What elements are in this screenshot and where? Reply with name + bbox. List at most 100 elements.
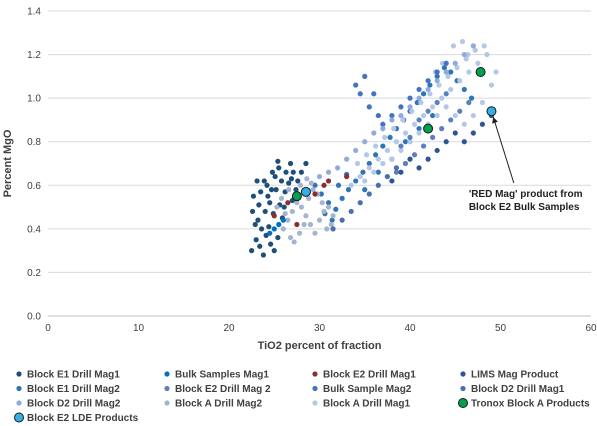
data-point	[303, 213, 309, 219]
legend-label: Block A Drill Mag2	[175, 399, 262, 410]
data-point	[461, 121, 467, 127]
data-point	[303, 160, 309, 167]
data-point	[360, 169, 366, 175]
data-point	[316, 217, 323, 223]
data-point	[260, 252, 266, 258]
x-axis-title: TiO2 percent of fraction	[258, 340, 382, 352]
data-point	[366, 160, 372, 167]
data-point	[407, 134, 413, 140]
data-point	[278, 195, 285, 201]
data-point	[294, 221, 300, 228]
data-point	[407, 139, 413, 145]
data-point	[459, 38, 466, 45]
data-point	[261, 178, 267, 184]
legend-marker	[16, 371, 22, 377]
data-point	[283, 169, 289, 175]
gridlines	[48, 10, 591, 273]
data-point	[312, 230, 318, 236]
data-point	[254, 178, 260, 184]
y-tick-label: 0.0	[27, 312, 41, 323]
data-point	[423, 123, 434, 134]
data-point	[348, 208, 354, 215]
data-point	[366, 104, 372, 110]
annotation: 'RED Mag' product from Block E2 Bulk Sam…	[469, 116, 583, 213]
data-point	[443, 139, 449, 145]
data-point	[484, 51, 490, 58]
legend-marker	[460, 385, 466, 392]
data-point	[276, 221, 282, 228]
data-point	[418, 99, 424, 106]
data-point	[281, 204, 287, 210]
data-point	[402, 130, 409, 136]
data-point	[481, 43, 487, 49]
data-point	[479, 99, 485, 106]
y-tick-label: 1.4	[27, 7, 41, 18]
data-point	[249, 248, 255, 254]
data-point	[398, 112, 404, 119]
data-point	[255, 217, 261, 223]
data-point	[339, 217, 345, 223]
data-point	[436, 82, 442, 88]
data-point	[411, 152, 418, 158]
data-point	[271, 213, 277, 219]
data-point	[454, 65, 460, 71]
data-point	[384, 147, 390, 154]
legend-label: Bulk Samples Mag1	[175, 370, 269, 381]
legend-label: Block E2 LDE Products	[27, 413, 139, 424]
data-point	[354, 160, 361, 167]
y-tick-label: 0.6	[27, 181, 41, 192]
data-point	[430, 134, 436, 140]
data-point	[434, 147, 440, 154]
data-point	[312, 191, 318, 197]
legend-marker	[164, 371, 170, 377]
data-point	[434, 69, 440, 75]
x-tick-label: 0	[45, 323, 51, 334]
data-point	[472, 47, 478, 53]
data-point	[285, 217, 291, 223]
data-point	[466, 99, 472, 106]
data-point	[257, 243, 263, 249]
data-point	[425, 156, 431, 162]
data-point	[357, 173, 363, 180]
data-point	[448, 117, 454, 123]
data-point	[430, 104, 436, 110]
y-tick-label: 1.2	[27, 50, 41, 61]
data-point	[353, 178, 359, 184]
data-point	[335, 182, 342, 188]
data-point	[268, 187, 275, 193]
data-point	[470, 43, 476, 49]
annotation-text-line-2: Block E2 Bulk Samples	[469, 202, 580, 213]
data-point	[439, 60, 446, 66]
data-point	[321, 182, 327, 188]
data-point	[280, 217, 286, 223]
data-points	[249, 38, 499, 258]
data-point	[416, 86, 422, 93]
data-point	[427, 82, 433, 88]
data-point	[400, 117, 406, 123]
legend-marker	[14, 412, 24, 423]
data-point	[344, 156, 350, 162]
data-point	[479, 121, 485, 127]
data-point	[300, 186, 311, 197]
data-point	[297, 182, 304, 188]
legend-label: LIMS Mag Product	[471, 370, 559, 381]
data-point	[294, 200, 300, 206]
data-point	[382, 134, 388, 140]
data-point	[470, 112, 476, 119]
data-point	[286, 180, 292, 186]
x-tick-label: 60	[585, 323, 597, 334]
data-point	[373, 143, 379, 149]
data-point	[445, 73, 451, 79]
legend-label: Block E1 Drill Mag2	[27, 384, 120, 395]
data-point	[357, 200, 363, 206]
data-point	[278, 178, 285, 184]
data-point	[416, 126, 422, 132]
data-point	[443, 104, 449, 110]
data-point	[344, 173, 350, 180]
data-point	[371, 169, 377, 175]
data-point	[373, 152, 379, 158]
data-point	[296, 230, 303, 236]
x-axis-ticks: 0 10 20 30 40 50 60	[45, 323, 597, 334]
data-point	[393, 139, 400, 145]
